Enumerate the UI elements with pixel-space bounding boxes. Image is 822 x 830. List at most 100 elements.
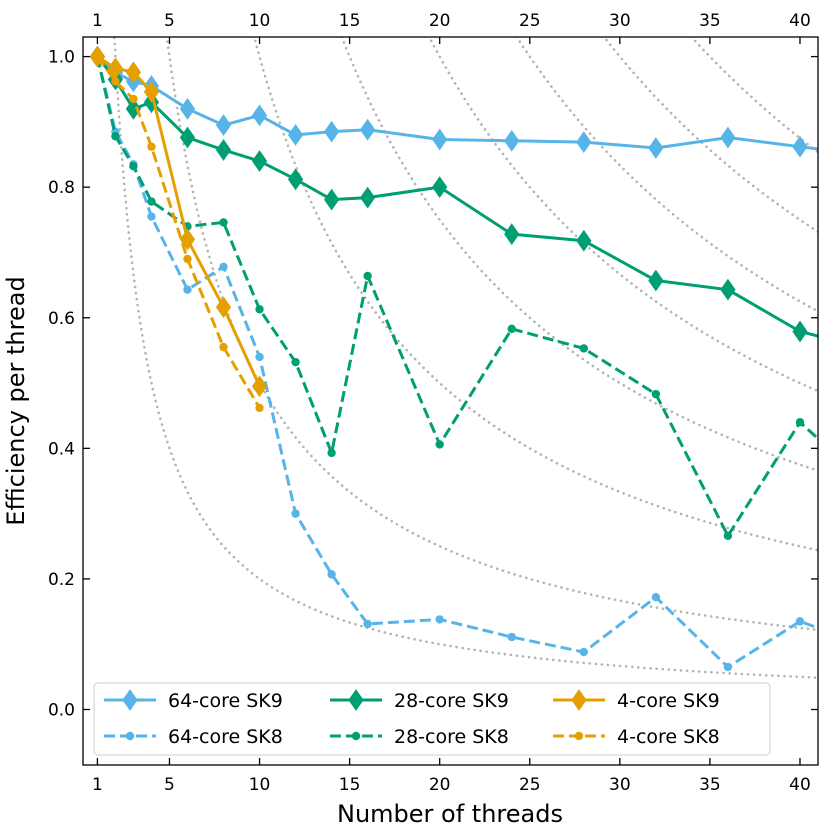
- data-point: [574, 731, 584, 741]
- legend: 64-core SK9 64-core SK8 28-core SK9 28-core…: [93, 682, 771, 756]
- x-tick-label: 30: [609, 775, 631, 795]
- data-point: [507, 324, 516, 334]
- y-tick-label: 0.8: [48, 178, 75, 198]
- data-point: [255, 403, 264, 413]
- data-point: [215, 114, 232, 137]
- x-tick-label: 25: [519, 775, 541, 795]
- legend-item: 64-core SK8: [104, 726, 283, 748]
- x-tick-label: 40: [789, 775, 811, 795]
- data-point: [351, 731, 361, 741]
- x-tick-label-top: 15: [339, 11, 361, 31]
- y-axis-label: Efficiency per thread: [2, 276, 30, 525]
- data-point: [507, 632, 516, 642]
- data-point: [504, 223, 520, 246]
- data-point: [251, 375, 268, 398]
- data-point: [571, 689, 587, 711]
- data-point: [219, 262, 228, 272]
- data-point: [651, 389, 661, 399]
- series-28-core-sk8: [93, 52, 818, 541]
- legend-item: 28-core SK8: [330, 726, 509, 748]
- series-4-core-sk9: [89, 45, 268, 398]
- data-point: [720, 126, 736, 149]
- x-tick-label: 20: [429, 775, 451, 795]
- series-line: [96, 55, 818, 151]
- x-tick-label-top: 40: [789, 11, 811, 31]
- legend-label: 64-core SK8: [168, 726, 283, 748]
- data-point: [183, 285, 192, 294]
- series-layer: [89, 45, 818, 672]
- data-point: [576, 131, 592, 153]
- legend-item: 4-core SK9: [553, 689, 720, 712]
- series-64-core-sk9: [89, 45, 818, 159]
- data-point: [183, 254, 192, 264]
- x-tick-label: 15: [339, 775, 361, 795]
- data-point: [111, 132, 120, 141]
- data-point: [125, 97, 142, 120]
- data-point: [648, 269, 664, 292]
- data-point: [255, 352, 264, 362]
- data-point: [579, 344, 589, 353]
- data-point: [327, 570, 336, 579]
- data-point: [723, 662, 733, 672]
- series-28-core-sk9: [89, 45, 818, 343]
- data-point: [179, 126, 196, 149]
- data-point: [179, 228, 196, 251]
- data-point: [125, 61, 142, 84]
- legend-item: 28-core SK9: [330, 689, 509, 712]
- x-tick-label-top: 5: [164, 11, 175, 31]
- series-64-core-sk8: [93, 52, 818, 672]
- legend-label: 4-core SK8: [617, 726, 720, 748]
- data-point: [327, 448, 336, 458]
- data-point: [147, 197, 156, 206]
- x-tick-label: 1: [92, 775, 103, 795]
- data-point: [363, 271, 372, 281]
- legend-label: 4-core SK9: [617, 690, 720, 712]
- data-point: [576, 229, 592, 252]
- data-point: [360, 118, 376, 141]
- data-point: [363, 619, 372, 629]
- data-point: [795, 617, 805, 626]
- y-tick-label: 1.0: [48, 48, 75, 68]
- reference-curve: [165, 37, 818, 632]
- data-point: [219, 218, 228, 227]
- data-point: [251, 104, 268, 127]
- data-point: [93, 52, 102, 61]
- x-tick-label-top: 20: [429, 11, 451, 31]
- data-point: [287, 124, 304, 146]
- data-point: [504, 129, 520, 152]
- data-point: [323, 188, 340, 211]
- data-point: [348, 689, 364, 711]
- y-tick-label: 0.2: [48, 570, 75, 590]
- legend-item: 64-core SK9: [104, 689, 283, 712]
- x-tick-label-top: 25: [519, 11, 541, 31]
- data-point: [251, 150, 268, 172]
- legend-label: 28-core SK8: [394, 726, 509, 748]
- data-point: [143, 80, 160, 103]
- series-4-core-sk8: [93, 52, 264, 413]
- data-point: [792, 320, 808, 343]
- data-point: [291, 357, 300, 367]
- data-point: [129, 162, 138, 171]
- data-point: [125, 731, 135, 741]
- data-point: [287, 168, 304, 191]
- y-tick-label: 0.4: [48, 439, 75, 459]
- series-line: [96, 55, 818, 338]
- data-point: [215, 296, 232, 319]
- data-point: [291, 509, 300, 518]
- data-point: [360, 186, 376, 209]
- data-point: [147, 142, 156, 151]
- data-point: [435, 440, 444, 449]
- data-point: [723, 531, 733, 541]
- x-tick-label-top: 35: [699, 11, 721, 31]
- data-point: [432, 128, 448, 151]
- data-point: [179, 97, 196, 120]
- data-point: [720, 278, 736, 301]
- legend-label: 28-core SK9: [394, 690, 509, 712]
- data-point: [323, 120, 340, 143]
- reference-curve: [427, 37, 818, 393]
- data-point: [147, 212, 156, 221]
- reference-curve: [113, 37, 818, 679]
- plot-frame: [82, 36, 819, 766]
- x-tick-label: 10: [249, 775, 271, 795]
